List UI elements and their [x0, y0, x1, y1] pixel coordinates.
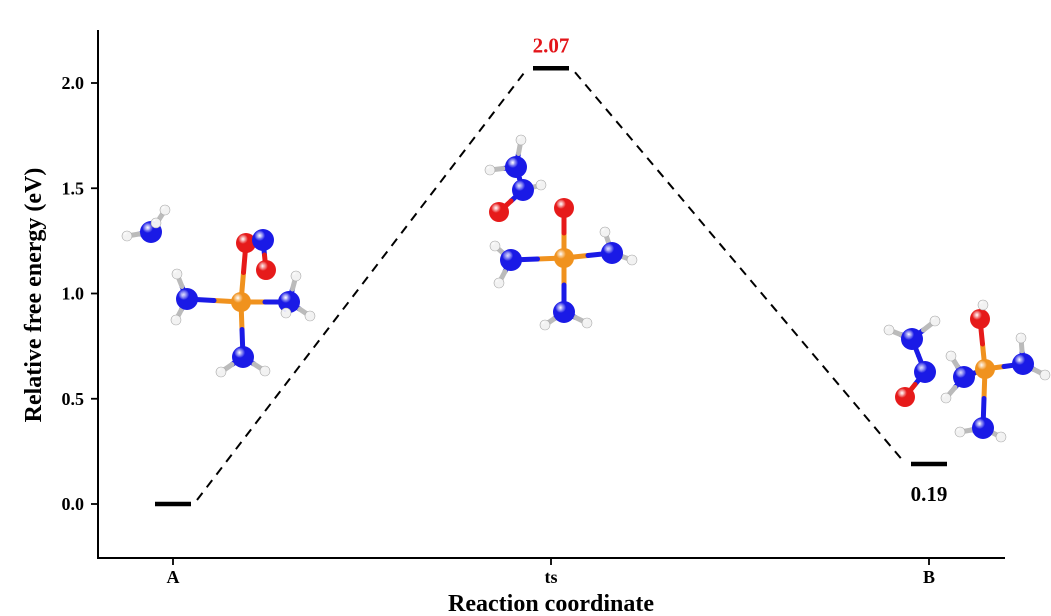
- value-label-ts: 2.07: [533, 33, 570, 57]
- y-tick-label: 2.0: [62, 73, 85, 93]
- x-tick-label: ts: [545, 567, 558, 587]
- value-labels: 2.07 0.19: [533, 33, 948, 506]
- connector-line: [196, 68, 528, 501]
- molecule-A: [121, 204, 316, 378]
- x-axis-title: Reaction coordinate: [448, 591, 654, 616]
- y-tick-label: 0.5: [62, 389, 85, 409]
- energy-levels: [155, 66, 947, 507]
- y-tick-label: 1.5: [62, 178, 85, 198]
- connector-line: [574, 71, 906, 464]
- molecule-B: [883, 299, 1051, 443]
- molecule-ts: [484, 134, 638, 331]
- x-tick-label: B: [923, 567, 935, 587]
- connector-lines: [196, 68, 906, 501]
- y-axis-title: Relative free energy (eV): [21, 168, 47, 423]
- y-tick-label: 1.0: [62, 284, 85, 304]
- value-label-B: 0.19: [911, 482, 948, 506]
- axes: [97, 30, 1005, 559]
- y-ticks: 0.0 0.5 1.0 1.5 2.0: [62, 73, 98, 514]
- x-tick-label: A: [167, 567, 180, 587]
- y-tick-label: 0.0: [62, 494, 85, 514]
- molecular-structures: [121, 134, 1051, 443]
